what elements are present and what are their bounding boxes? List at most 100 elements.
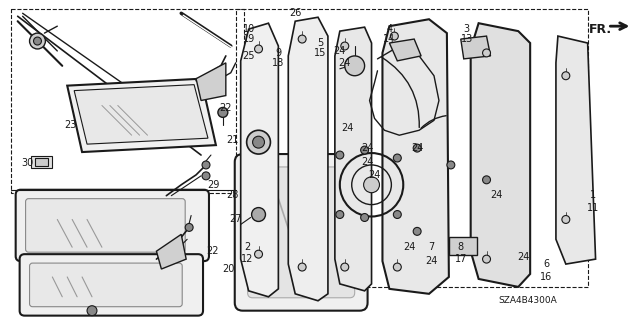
- Text: 28: 28: [227, 190, 239, 200]
- Circle shape: [483, 255, 490, 263]
- Bar: [11, 9, 244, 193]
- Text: 11: 11: [586, 203, 599, 212]
- Text: 24: 24: [339, 58, 351, 68]
- Polygon shape: [196, 63, 226, 100]
- Circle shape: [202, 172, 210, 180]
- Polygon shape: [156, 234, 186, 269]
- Text: 24: 24: [333, 46, 346, 56]
- Text: 9: 9: [275, 48, 282, 58]
- Text: 24: 24: [517, 252, 529, 262]
- Polygon shape: [288, 17, 328, 301]
- Polygon shape: [556, 36, 596, 264]
- Text: 24: 24: [369, 170, 381, 180]
- Circle shape: [218, 108, 228, 117]
- Text: 5: 5: [317, 38, 323, 48]
- Circle shape: [87, 306, 97, 315]
- Circle shape: [33, 37, 42, 45]
- FancyBboxPatch shape: [29, 263, 182, 307]
- Text: 4: 4: [387, 24, 392, 34]
- Circle shape: [246, 130, 271, 154]
- Polygon shape: [470, 23, 530, 287]
- Text: 30: 30: [22, 158, 34, 168]
- Text: 16: 16: [540, 272, 552, 282]
- Text: 24: 24: [342, 123, 354, 133]
- Text: 25: 25: [243, 51, 255, 61]
- Circle shape: [364, 177, 380, 193]
- Text: 3: 3: [463, 24, 470, 34]
- Circle shape: [341, 263, 349, 271]
- Text: 12: 12: [241, 254, 254, 264]
- Circle shape: [562, 216, 570, 223]
- Text: 2: 2: [244, 242, 251, 252]
- FancyBboxPatch shape: [235, 154, 367, 311]
- Text: SZA4B4300A: SZA4B4300A: [499, 296, 557, 305]
- Circle shape: [394, 154, 401, 162]
- Text: 23: 23: [64, 120, 76, 130]
- Circle shape: [413, 227, 421, 235]
- Text: 15: 15: [314, 48, 326, 58]
- FancyBboxPatch shape: [26, 199, 185, 252]
- FancyBboxPatch shape: [20, 254, 203, 315]
- Circle shape: [255, 45, 262, 53]
- Circle shape: [336, 151, 344, 159]
- Polygon shape: [67, 79, 216, 152]
- Text: 10: 10: [243, 24, 255, 34]
- Polygon shape: [335, 27, 372, 291]
- Polygon shape: [383, 19, 449, 294]
- Text: 1: 1: [589, 190, 596, 200]
- Circle shape: [413, 144, 421, 152]
- FancyBboxPatch shape: [248, 167, 355, 298]
- Circle shape: [29, 33, 45, 49]
- Text: 22: 22: [207, 246, 219, 256]
- Text: 17: 17: [454, 254, 467, 264]
- Bar: [35, 158, 49, 166]
- Bar: [236, 9, 588, 287]
- Text: 20: 20: [223, 264, 235, 274]
- Text: 24: 24: [362, 143, 374, 153]
- Text: 13: 13: [461, 34, 473, 44]
- Text: 24: 24: [362, 157, 374, 167]
- Text: FR.: FR.: [589, 23, 612, 36]
- Bar: [31, 156, 52, 168]
- Text: 19: 19: [243, 34, 255, 44]
- Circle shape: [483, 176, 490, 184]
- Circle shape: [255, 250, 262, 258]
- Text: 24: 24: [425, 256, 437, 266]
- Text: 6: 6: [543, 259, 549, 269]
- Circle shape: [394, 211, 401, 219]
- Circle shape: [394, 263, 401, 271]
- Circle shape: [298, 263, 306, 271]
- Text: 22: 22: [220, 103, 232, 114]
- Polygon shape: [461, 36, 490, 59]
- Bar: [449, 237, 477, 255]
- Polygon shape: [74, 85, 208, 144]
- Circle shape: [252, 208, 266, 221]
- Circle shape: [361, 146, 369, 154]
- Circle shape: [390, 32, 398, 40]
- FancyBboxPatch shape: [15, 190, 209, 261]
- Text: 24: 24: [403, 242, 415, 252]
- Circle shape: [341, 42, 349, 50]
- Circle shape: [361, 213, 369, 221]
- Text: 7: 7: [428, 242, 434, 252]
- Text: 18: 18: [272, 58, 285, 68]
- Circle shape: [185, 223, 193, 231]
- Circle shape: [483, 49, 490, 57]
- Circle shape: [298, 35, 306, 43]
- Polygon shape: [241, 23, 278, 297]
- Text: 24: 24: [490, 190, 502, 200]
- Polygon shape: [389, 39, 421, 61]
- Circle shape: [447, 161, 455, 169]
- Text: 8: 8: [458, 242, 464, 252]
- Circle shape: [253, 136, 264, 148]
- Circle shape: [202, 161, 210, 169]
- Text: 29: 29: [207, 180, 219, 190]
- Text: 21: 21: [227, 135, 239, 145]
- Bar: [236, 155, 365, 309]
- Text: 27: 27: [230, 214, 242, 225]
- Circle shape: [562, 72, 570, 80]
- Circle shape: [336, 211, 344, 219]
- Text: 26: 26: [289, 8, 301, 18]
- Text: 14: 14: [383, 34, 396, 44]
- Circle shape: [345, 56, 365, 76]
